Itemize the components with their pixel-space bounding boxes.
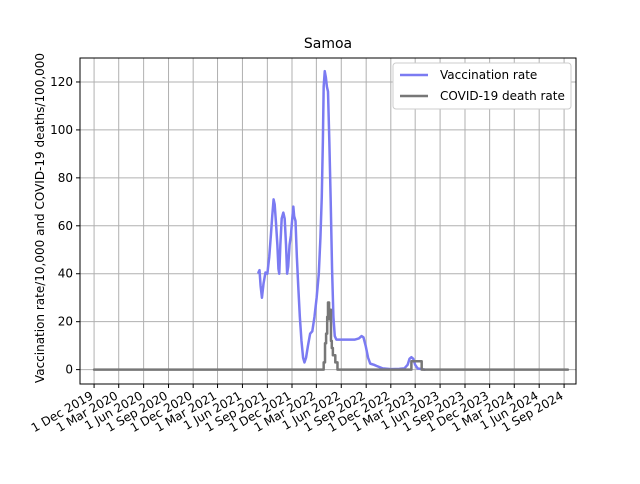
y-tick-label: 60	[58, 219, 73, 233]
y-tick-label: 120	[50, 75, 73, 89]
legend-box	[392, 62, 572, 110]
legend-label-vaccination: Vaccination rate	[440, 68, 537, 82]
y-axis-title: Vaccination rate/10,000 and COVID-19 dea…	[33, 53, 47, 383]
chart-title: Samoa	[304, 36, 352, 52]
y-tick-label: 40	[58, 267, 73, 281]
y-tick-label: 0	[65, 363, 73, 377]
y-tick-label: 20	[58, 315, 73, 329]
plot-frame	[79, 57, 577, 385]
vaccination-rate-line	[257, 69, 426, 371]
legend: Vaccination rate COVID-19 death rate	[392, 62, 572, 110]
series-lines	[92, 69, 570, 371]
y-tick-label: 100	[50, 123, 73, 137]
grid-lines	[80, 58, 576, 384]
legend-label-death: COVID-19 death rate	[440, 89, 565, 103]
covid-death-rate-line	[92, 301, 570, 371]
y-tick-label: 80	[58, 171, 73, 185]
